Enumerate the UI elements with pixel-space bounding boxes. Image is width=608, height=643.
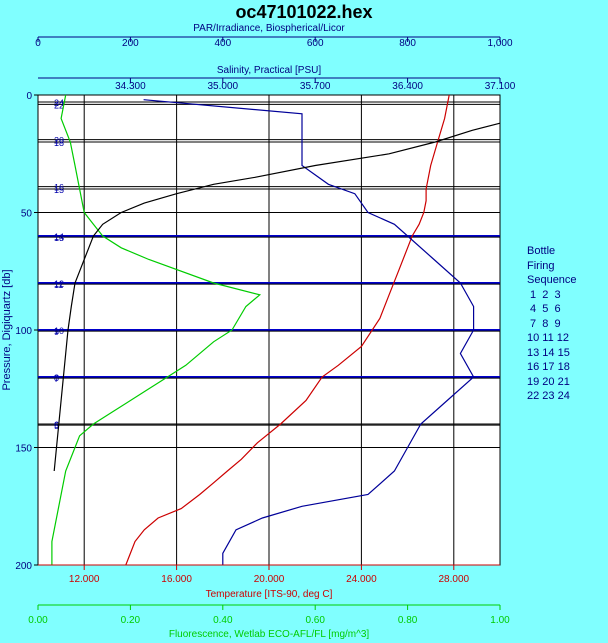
legend-row: 16 17 18 bbox=[527, 361, 570, 373]
bottle-label: 7 bbox=[54, 374, 59, 384]
par-axis-label: PAR/Irradiance, Biospherical/Licor bbox=[193, 23, 345, 34]
bottle-lines: 242220181615141312111098765 bbox=[38, 98, 500, 431]
bottle-label: 18 bbox=[54, 138, 64, 148]
bottle-label: 20 bbox=[54, 136, 64, 146]
bottle-label: 9 bbox=[54, 327, 59, 337]
fluorescence-tick-label: 0.80 bbox=[398, 615, 418, 626]
bottle-label: 5 bbox=[54, 421, 59, 431]
bottle-label: 13 bbox=[54, 233, 64, 243]
fluorescence-tick-label: 0.00 bbox=[28, 615, 48, 626]
bottle-label: 24 bbox=[54, 98, 64, 108]
y-tick-label: 150 bbox=[15, 444, 32, 455]
fluorescence-tick-label: 1.00 bbox=[490, 615, 510, 626]
temperature-tick-label: 24.000 bbox=[346, 574, 377, 585]
fluorescence-axis-label: Fluorescence, Wetlab ECO-AFL/FL [mg/m^3] bbox=[169, 629, 370, 640]
legend-row: 10 11 12 bbox=[527, 332, 570, 344]
par-tick-label: 800 bbox=[399, 38, 416, 49]
temperature-axis-label: Temperature [ITS-90, deg C] bbox=[206, 589, 333, 600]
salinity-tick-label: 35.000 bbox=[208, 81, 239, 92]
series-line-par bbox=[53, 122, 501, 472]
bottle-label: 22 bbox=[54, 100, 64, 110]
salinity-axis-label: Salinity, Practical [PSU] bbox=[217, 65, 322, 76]
series-line-temperature bbox=[125, 94, 450, 566]
par-tick-label: 600 bbox=[307, 38, 324, 49]
bottle-legend: Bottle Firing Sequence 1 2 3 4 5 6 7 8 9… bbox=[527, 244, 577, 404]
legend-heading: Sequence bbox=[527, 274, 577, 286]
bottle-label: 11 bbox=[54, 280, 63, 290]
temperature-tick-label: 16.000 bbox=[161, 574, 192, 585]
chart-title: oc47101022.hex bbox=[235, 2, 373, 22]
temperature-tick-label: 28.000 bbox=[439, 574, 470, 585]
legend-heading: Firing bbox=[527, 259, 555, 272]
par-tick-label: 1,000 bbox=[487, 38, 512, 49]
y-tick-label: 100 bbox=[15, 326, 32, 337]
salinity-tick-label: 34.300 bbox=[115, 81, 146, 92]
legend-row: 22 23 24 bbox=[527, 390, 570, 402]
fluorescence-tick-label: 0.60 bbox=[305, 615, 325, 626]
y-tick-label: 50 bbox=[21, 209, 33, 220]
legend-row: 1 2 3 bbox=[527, 288, 561, 301]
series-group bbox=[51, 94, 501, 566]
legend-row: 13 14 15 bbox=[527, 346, 570, 359]
bottle-label: 16 bbox=[54, 183, 64, 193]
series-line-salinity bbox=[143, 99, 475, 565]
series-line-fluorescence bbox=[51, 94, 262, 565]
temperature-tick-label: 12.000 bbox=[69, 574, 100, 585]
y-tick-label: 0 bbox=[26, 91, 32, 102]
salinity-tick-label: 36.400 bbox=[392, 81, 423, 92]
y-tick-label: 200 bbox=[15, 561, 32, 572]
legend-row: 19 20 21 bbox=[527, 375, 570, 388]
legend-row: 4 5 6 bbox=[527, 303, 561, 315]
legend-row: 7 8 9 bbox=[527, 317, 561, 330]
y-axis-label: Pressure, Digiquartz [db] bbox=[1, 269, 13, 390]
par-tick-label: 0 bbox=[35, 38, 41, 49]
temperature-tick-label: 20.000 bbox=[254, 574, 285, 585]
bottle-label: 15 bbox=[54, 185, 64, 195]
legend-heading: Bottle bbox=[527, 245, 556, 257]
par-tick-label: 400 bbox=[214, 38, 231, 49]
salinity-tick-label: 37.100 bbox=[485, 81, 516, 92]
par-tick-label: 200 bbox=[122, 38, 139, 49]
fluorescence-tick-label: 0.20 bbox=[121, 615, 141, 626]
salinity-tick-label: 35.700 bbox=[300, 81, 331, 92]
fluorescence-tick-label: 0.40 bbox=[213, 615, 233, 626]
